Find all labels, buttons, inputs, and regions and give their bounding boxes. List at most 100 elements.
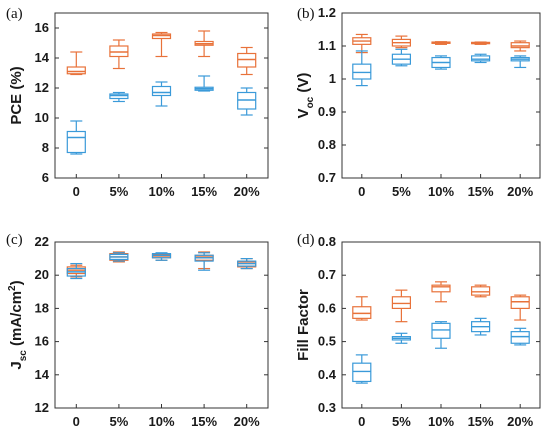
y-tick-label: 0.7 — [318, 267, 336, 282]
box-blue — [194, 75, 214, 92]
y-tick-label: 8 — [42, 140, 49, 155]
box-body — [471, 55, 491, 62]
x-tick-label: 5% — [110, 184, 129, 199]
box-blue — [431, 321, 451, 349]
box-orange — [237, 46, 257, 76]
box-blue — [66, 120, 86, 155]
box-orange — [391, 289, 411, 323]
x-tick-label: 20% — [234, 184, 260, 199]
y-tick-label: 1.2 — [318, 5, 336, 20]
box-orange — [471, 41, 491, 45]
y-tick-label: 0.4 — [318, 367, 337, 382]
box-blue — [471, 317, 491, 336]
box-orange — [431, 281, 451, 303]
box-body — [66, 130, 86, 154]
box-blue — [194, 252, 214, 271]
box-orange — [431, 41, 451, 45]
y-tick-label: 1 — [329, 71, 336, 86]
y-tick-label: 16 — [35, 334, 49, 349]
y-tick-label: 0.6 — [318, 300, 336, 315]
box-blue — [352, 354, 372, 384]
x-tick-label: 15% — [191, 184, 217, 199]
y-tick-label: 12 — [35, 80, 49, 95]
y-tick-label: 0.8 — [318, 137, 336, 152]
box-body — [391, 296, 411, 309]
x-tick-label: 15% — [468, 184, 494, 199]
box-body — [431, 322, 451, 339]
x-tick-label: 10% — [428, 184, 454, 199]
y-tick-label: 16 — [35, 20, 49, 35]
box-blue — [66, 262, 86, 280]
x-tick-label: 5% — [110, 414, 129, 429]
x-tick-label: 15% — [191, 414, 217, 429]
panel-d: (d) 0.3 0.4 0.5 0.6 0.7 0.8 0 5% 10% 15% 20% Fill Fa… — [295, 232, 541, 429]
box-blue — [237, 258, 257, 270]
box-body — [352, 63, 372, 80]
panel-a: (a) 6 8 10 12 14 16 0 5% 10% 15% 20% PCE (%) — [6, 6, 269, 199]
box-body — [510, 42, 530, 49]
box-blue — [391, 332, 411, 344]
box-body — [510, 296, 530, 309]
box-body — [352, 362, 372, 383]
y-tick-label: 0.7 — [318, 170, 336, 185]
x-tick-label: 20% — [507, 414, 533, 429]
box-body — [237, 91, 257, 110]
x-tick-label: 5% — [392, 414, 411, 429]
y-tick-label: 22 — [35, 234, 49, 249]
plot-frame — [54, 241, 269, 409]
box-body — [151, 33, 172, 40]
box-body — [109, 45, 129, 58]
box-body — [471, 286, 491, 296]
y-tick-label: 6 — [42, 170, 49, 185]
x-tick-label: 0 — [73, 184, 80, 199]
x-tick-label: 10% — [428, 414, 454, 429]
x-tick-label: 20% — [507, 184, 533, 199]
box-body — [109, 93, 129, 100]
plot-frame — [341, 241, 541, 409]
panel-label: (a) — [6, 6, 23, 22]
y-tick-label: 0.5 — [318, 334, 336, 349]
y-axis-label: PCE (%) — [8, 66, 25, 124]
box-orange — [471, 284, 491, 298]
y-tick-label: 10 — [35, 110, 49, 125]
y-tick-label: 0.8 — [318, 234, 336, 249]
box-orange — [352, 296, 372, 321]
box-orange — [391, 35, 411, 49]
box-blue — [352, 50, 372, 87]
y-tick-label: 14 — [35, 367, 50, 382]
box-body — [431, 284, 451, 293]
panel-c: (c) 12 14 16 18 20 22 0 5% 10% 15% 20% Jsc (mA/cm2) — [6, 232, 269, 429]
box-body — [151, 85, 172, 97]
y-tick-label: 0.3 — [318, 400, 336, 415]
box-blue — [109, 91, 129, 103]
x-tick-label: 5% — [392, 184, 411, 199]
y-tick-label: 1.1 — [318, 38, 336, 53]
y-axis-label: Fill Factor — [295, 289, 312, 361]
y-tick-label: 0.9 — [318, 104, 336, 119]
x-tick-label: 10% — [148, 184, 174, 199]
box-body — [510, 331, 530, 344]
box-orange — [510, 294, 530, 321]
box-orange — [66, 51, 86, 76]
panel-b: (b) 0.7 0.8 0.9 1 1.1 1.2 0 5% 10% 15% 20% Voc (V) — [295, 5, 541, 199]
box-blue — [391, 48, 411, 67]
box-blue — [151, 252, 172, 261]
box-orange — [151, 31, 172, 58]
box-body — [237, 52, 257, 68]
x-tick-label: 20% — [234, 414, 260, 429]
box-blue — [510, 327, 530, 346]
box-blue — [510, 55, 530, 69]
box-blue — [237, 87, 257, 116]
box-orange — [109, 39, 129, 70]
panel-label: (d) — [297, 232, 315, 248]
x-tick-label: 10% — [148, 414, 174, 429]
y-axis-label: Voc (V) — [295, 73, 316, 119]
y-tick-label: 20 — [35, 267, 49, 282]
box-blue — [109, 252, 129, 262]
box-orange — [352, 33, 372, 54]
x-tick-label: 15% — [468, 414, 494, 429]
y-tick-label: 18 — [35, 300, 49, 315]
box-orange — [510, 40, 530, 52]
box-blue — [471, 53, 491, 64]
